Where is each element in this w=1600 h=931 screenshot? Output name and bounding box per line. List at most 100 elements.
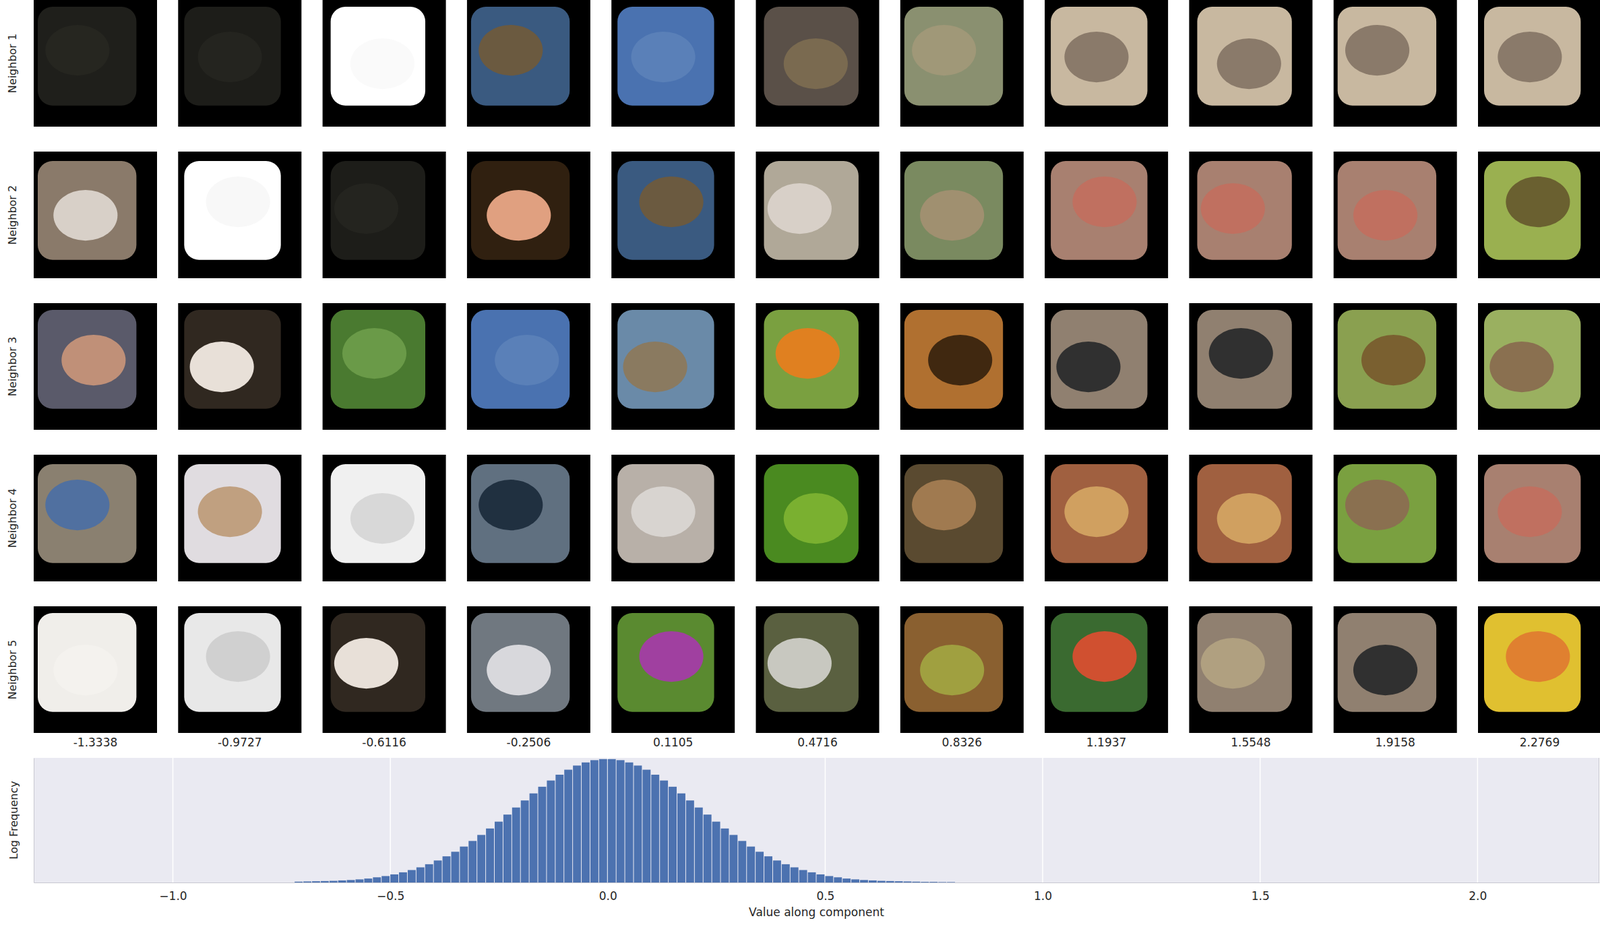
thumbnail-image (1337, 310, 1437, 410)
histogram-bar (494, 822, 503, 883)
x-tick: 0.0 (599, 882, 618, 904)
thumbnail-image (904, 6, 1003, 106)
thumbnail-image (330, 613, 426, 713)
thumbnail-frame (1478, 303, 1600, 430)
thumbnail (33, 606, 158, 734)
thumbnail-frame (900, 606, 1024, 734)
thumbnail-frame (1333, 303, 1458, 430)
thumbnail-subject (486, 190, 551, 241)
thumbnail-frame (900, 151, 1024, 279)
x-tick-label: 1.5 (1251, 889, 1270, 904)
thumbnail-image (1337, 161, 1437, 261)
figure: Neighbor 1Neighbor 2Neighbor 3Neighbor 4… (0, 0, 1600, 931)
thumbnail-frame (1044, 0, 1168, 127)
thumbnail-image (183, 310, 281, 410)
histogram-bar (633, 765, 642, 883)
x-tick-label: −1.0 (159, 889, 187, 904)
thumbnail-subject (630, 486, 695, 538)
thumbnail-subject (775, 328, 840, 379)
x-axis-title: Value along component (748, 905, 885, 920)
thumbnail-frame (1333, 606, 1458, 734)
thumbnail-subject (350, 493, 415, 544)
thumbnail-subject (206, 176, 271, 228)
thumbnail (611, 606, 735, 734)
thumbnail-image (471, 6, 570, 106)
x-tick-label: 2.0 (1468, 889, 1487, 904)
thumbnail-frame (322, 0, 447, 127)
thumbnail-subject (783, 38, 848, 89)
thumbnail-image (471, 310, 570, 410)
thumbnail-image (37, 464, 137, 564)
thumbnail-frame (611, 151, 735, 279)
x-tick: 0.5 (816, 882, 835, 904)
column-value: -0.6116 (361, 735, 407, 750)
thumbnail-frame (322, 454, 447, 582)
thumbnail (33, 303, 158, 430)
thumbnail-frame (177, 151, 302, 279)
column-value: -0.2506 (506, 735, 552, 750)
thumbnail-image (183, 464, 281, 564)
y-axis-line (33, 758, 35, 884)
thumbnail-image (617, 464, 714, 564)
histogram-bar (581, 762, 590, 883)
thumbnail (1333, 303, 1458, 430)
thumbnail-subject (1361, 334, 1426, 386)
histogram-bar (946, 882, 956, 883)
histogram-bar (363, 878, 373, 883)
histogram-bar (677, 793, 686, 883)
thumbnail (33, 0, 158, 127)
bars (294, 759, 956, 883)
thumbnail-frame (467, 303, 591, 430)
thumbnail-frame (1478, 454, 1600, 582)
thumbnail (1478, 303, 1600, 430)
thumbnail-subject (478, 479, 543, 531)
thumbnail-image (617, 6, 714, 106)
thumbnail-image (1484, 613, 1581, 713)
thumbnail-image (330, 6, 426, 106)
thumbnail (900, 606, 1024, 734)
histogram-bar (903, 881, 912, 883)
histogram-bar (911, 882, 920, 883)
thumbnail-frame (1188, 454, 1313, 582)
thumbnail-frame (1188, 151, 1313, 279)
thumbnail-frame (1188, 0, 1313, 127)
histogram-bar (381, 876, 390, 883)
thumbnail (756, 454, 880, 582)
x-tick-label: −0.5 (376, 889, 405, 904)
thumbnail-image (1050, 161, 1148, 261)
histogram-bar (781, 864, 790, 883)
thumbnail-subject (1505, 631, 1570, 683)
thumbnail (1188, 454, 1313, 582)
thumbnail-grid (33, 0, 1600, 734)
thumbnail-subject (1345, 479, 1410, 531)
histogram-bar (642, 770, 651, 883)
histogram-bar (425, 864, 434, 883)
x-tick: −1.0 (159, 882, 187, 904)
thumbnail-image (764, 613, 859, 713)
thumbnail-image (1050, 310, 1148, 410)
thumbnail-subject (342, 328, 407, 379)
column-value: 0.1105 (653, 735, 693, 750)
thumbnail-image (471, 613, 570, 713)
histogram-bar (477, 835, 486, 883)
histogram-bar (599, 759, 608, 883)
thumbnail-subject (638, 631, 703, 683)
thumbnail (1478, 0, 1600, 127)
thumbnail (1188, 151, 1313, 279)
thumbnail-frame (1333, 151, 1458, 279)
thumbnail-frame (611, 303, 735, 430)
thumbnail-subject (1201, 638, 1266, 689)
histogram-bar (416, 867, 425, 883)
histogram-bar (372, 877, 381, 883)
grid-line (1477, 758, 1479, 883)
thumbnail (467, 454, 591, 582)
thumbnail-image (764, 6, 859, 106)
grid-line (1041, 758, 1044, 883)
thumbnail-frame (1044, 151, 1168, 279)
histogram-bar (459, 847, 468, 883)
thumbnail-image (471, 161, 570, 261)
x-tick-label: 0.0 (599, 889, 618, 904)
thumbnail-image (471, 464, 570, 564)
thumbnail-subject (783, 493, 848, 544)
thumbnail-subject (45, 24, 110, 76)
